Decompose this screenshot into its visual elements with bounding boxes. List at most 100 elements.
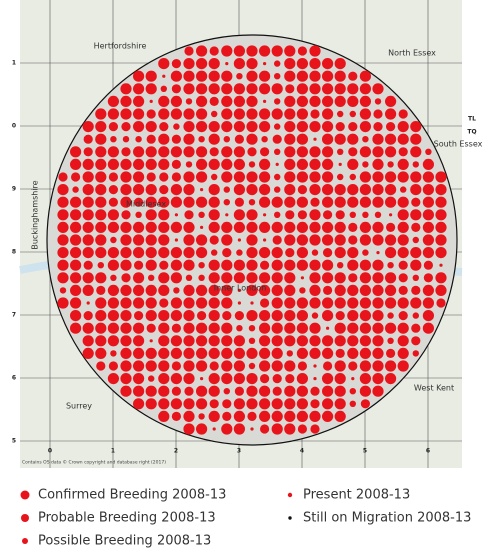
tetrad-dot (233, 95, 245, 107)
tetrad-dot (246, 234, 258, 246)
tetrad-dot (271, 398, 283, 410)
tetrad-dot (233, 423, 245, 435)
tetrad-dot (309, 347, 321, 359)
tetrad-dot (309, 209, 321, 221)
tetrad-dot (398, 109, 408, 119)
tetrad-dot (372, 310, 384, 322)
tetrad-dot (145, 385, 157, 397)
tetrad-dot (263, 238, 267, 242)
tetrad-dot (385, 171, 397, 183)
tetrad-dot (120, 95, 132, 107)
tetrad-dots (57, 45, 447, 435)
tetrad-dot (284, 310, 296, 322)
tetrad-dot (359, 234, 371, 246)
tetrad-dot (284, 259, 296, 271)
tetrad-dot (208, 284, 220, 296)
tetrad-dot (296, 385, 308, 397)
tetrad-dot (237, 288, 241, 292)
tetrad-dot (296, 234, 308, 246)
tetrad-dot (133, 360, 145, 372)
tetrad-dot (133, 95, 145, 107)
tetrad-dot (246, 209, 258, 221)
tetrad-dot (70, 259, 82, 271)
tetrad-dot (233, 83, 245, 95)
tetrad-dot (133, 146, 145, 158)
x-tick-label: 5 (363, 448, 367, 455)
tetrad-dot (158, 196, 170, 208)
tetrad-dot (107, 95, 119, 107)
tetrad-dot (133, 385, 145, 397)
tetrad-dot (148, 375, 155, 382)
tetrad-dot (259, 284, 271, 296)
legend-marker (20, 490, 30, 500)
tetrad-dot (259, 121, 271, 133)
tetrad-dot (359, 171, 371, 183)
tetrad-dot (246, 272, 258, 284)
tetrad-dot (95, 247, 107, 259)
tetrad-dot (120, 171, 132, 183)
tetrad-dot (120, 360, 132, 372)
tetrad-dot (284, 234, 296, 246)
tetrad-dot (170, 95, 182, 107)
tetrad-dot (110, 136, 117, 143)
tetrad-dot (309, 221, 321, 233)
tetrad-dot (385, 184, 397, 196)
tetrad-dot (209, 399, 219, 409)
tetrad-dot (221, 360, 233, 372)
tetrad-dot (95, 171, 107, 183)
tetrad-dot (387, 262, 394, 269)
tetrad-dot (146, 109, 156, 119)
tetrad-dot (183, 121, 195, 133)
tetrad-dot (309, 121, 321, 133)
tetrad-dot (158, 360, 170, 372)
tetrad-dot (196, 146, 208, 158)
tetrad-dot (309, 234, 321, 246)
tetrad-dot (284, 322, 296, 334)
tetrad-dot (110, 236, 117, 244)
tetrad-dot (133, 184, 145, 196)
tetrad-dot (271, 196, 283, 208)
tetrad-dot (135, 136, 142, 143)
tetrad-dot (359, 259, 371, 271)
tetrad-dot (285, 374, 295, 384)
tetrad-dot (107, 322, 119, 334)
tetrad-dot (145, 196, 157, 208)
tetrad-dot (196, 83, 208, 95)
tetrad-dot (271, 297, 283, 309)
tetrad-dot (120, 196, 132, 208)
tetrad-dot (284, 158, 296, 170)
tetrad-dot (246, 284, 258, 296)
tetrad-dot (397, 171, 409, 183)
tetrad-dot (348, 71, 358, 81)
tetrad-dot (411, 336, 421, 346)
tetrad-dot (334, 221, 346, 233)
tetrad-dot (173, 123, 180, 130)
tetrad-dot (347, 297, 359, 309)
tetrad-dot (121, 210, 131, 220)
tetrad-dot (96, 285, 106, 295)
tetrad-dot (397, 247, 409, 259)
tetrad-dot (108, 361, 118, 371)
tetrad-dot (296, 335, 308, 347)
tetrad-dot (322, 398, 334, 410)
tetrad-dot (86, 301, 90, 305)
tetrad-dot (221, 335, 233, 347)
tetrad-dot (233, 373, 245, 385)
tetrad-dot (296, 58, 308, 70)
tetrad-dot (296, 259, 308, 271)
tetrad-dot (297, 210, 307, 220)
tetrad-dot (335, 122, 345, 132)
tetrad-dot (271, 423, 283, 435)
tetrad-dot (95, 335, 107, 347)
tetrad-dot (322, 221, 334, 233)
tetrad-dot (170, 70, 182, 82)
tetrad-dot (284, 385, 296, 397)
tetrad-dot (83, 147, 93, 157)
tetrad-dot (334, 234, 346, 246)
tetrad-dot (133, 221, 145, 233)
tetrad-dot (183, 322, 195, 334)
tetrad-dot (70, 297, 82, 309)
tetrad-dot (233, 58, 245, 70)
tetrad-dot (158, 398, 170, 410)
tetrad-dot (208, 70, 220, 82)
